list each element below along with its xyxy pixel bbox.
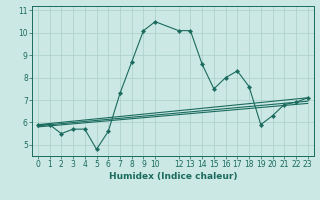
X-axis label: Humidex (Indice chaleur): Humidex (Indice chaleur) [108, 172, 237, 181]
